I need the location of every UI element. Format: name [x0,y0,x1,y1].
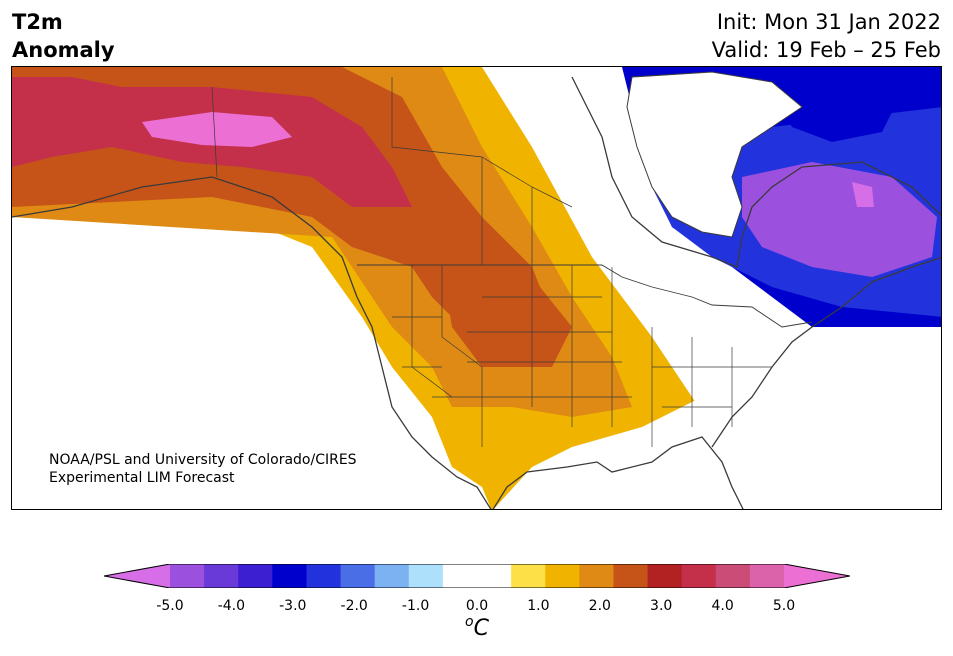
colorbar-band [511,564,546,588]
colorbar-band [374,564,410,588]
anomaly-region-arctic-minus3c [782,102,892,142]
colorbar-band [408,564,444,588]
colorbar-band [613,564,649,588]
colorbar-tick-label: 0.0 [465,598,489,614]
colorbar-band [170,564,205,588]
unit-degree: o [465,614,474,630]
colorbar-band [477,564,512,588]
colorbar [103,563,851,589]
colorbar-extend-low [104,564,170,588]
map-credit: NOAA/PSL and University of Colorado/CIRE… [49,451,357,487]
colorbar-unit: oC [465,614,489,641]
coastline [12,76,941,509]
colorbar-tick-label: -5.0 [156,598,184,614]
title-line-2: Anomaly [12,38,115,62]
forecast-dates: Init: Mon 31 Jan 2022 Valid: 19 Feb – 25… [712,8,941,64]
unit-symbol: C [473,616,489,641]
colorbar-tick-label: -3.0 [279,598,307,614]
us-canada-border [357,264,813,328]
colorbar-tick-label: -1.0 [401,598,430,614]
colorbar-band [545,564,580,588]
colorbar-band [579,564,614,588]
credit-line-2: Experimental LIM Forecast [49,470,235,486]
anomaly-region-alaska-core-4-5c [142,112,292,147]
colorbar-ticks: -5.0 -4.0 -3.0 -2.0 -1.0 0.0 1.0 2.0 3.0 4.0 5.0 [0,598,953,618]
colorbar-band [681,564,717,588]
valid-dates: Valid: 19 Feb – 25 Feb [711,38,941,62]
colorbar-tick-label: -2.0 [340,598,368,614]
map-title: T2m Anomaly [12,8,115,64]
colorbar-extend-high [784,564,850,588]
anomaly-map: NOAA/PSL and University of Colorado/CIRE… [11,66,942,510]
colorbar-band [442,564,478,588]
colorbar-band [306,564,342,588]
title-line-1: T2m [12,10,63,34]
anomaly-region-plains-2c [442,267,572,367]
anomaly-region-quebec-core-minus5c [852,182,874,207]
hudson-bay-water [626,71,803,238]
state-borders [211,77,772,447]
colorbar-band [204,564,239,588]
colorbar-band [749,564,785,588]
colorbar-graphic [103,563,851,589]
colorbar-tick-label: 1.0 [527,598,550,614]
colorbar-tick-label: 3.0 [650,598,673,614]
colorbar-band [340,564,376,588]
colorbar-tick-label: 2.0 [588,598,611,614]
map-canvas [12,67,941,509]
colorbar-band [272,564,307,588]
colorbar-tick-label: 4.0 [711,598,734,614]
colorbar-band [238,564,273,588]
colorbar-tick-label: 5.0 [772,598,796,614]
colorbar-band [715,564,751,588]
init-date: Init: Mon 31 Jan 2022 [716,10,941,34]
colorbar-tick-label: -4.0 [217,598,246,614]
anomaly-region-quebec-minus4-5c [742,162,937,277]
colorbar-band [647,564,683,588]
credit-line-1: NOAA/PSL and University of Colorado/CIRE… [49,452,357,468]
